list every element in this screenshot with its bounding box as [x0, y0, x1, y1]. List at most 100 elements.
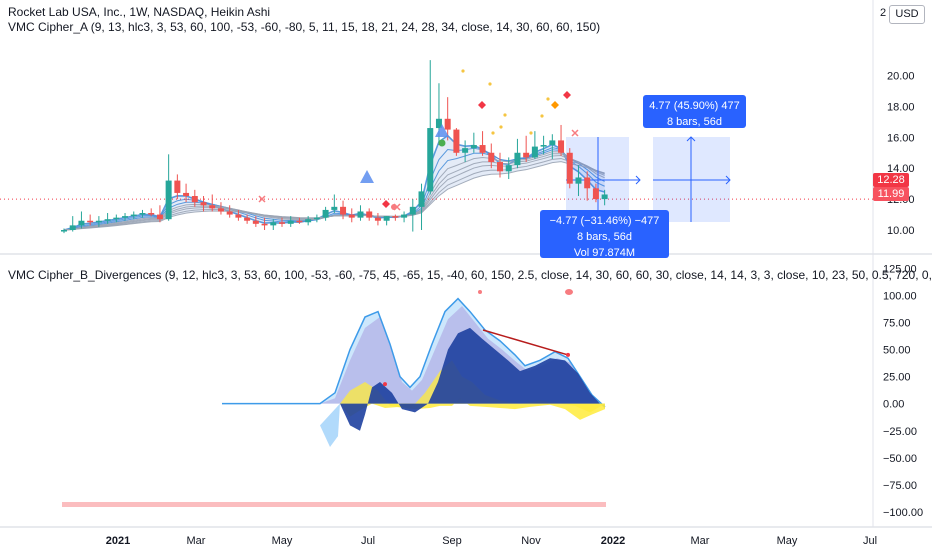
- measure-down-line2: 8 bars, 56d: [576, 231, 633, 243]
- sell-diamond-marker: [563, 91, 571, 99]
- candle-body: [165, 180, 172, 220]
- candle-body: [270, 222, 277, 226]
- bearish-divergence-line: [482, 329, 569, 356]
- osc-tick-label: −25.00: [883, 426, 917, 438]
- cipher-a-legend[interactable]: VMC Cipher_A (9, 13, hlc3, 3, 53, 60, 10…: [8, 20, 601, 34]
- candle-body: [575, 177, 582, 184]
- wave-dark-area: [340, 327, 600, 431]
- measure-up-arrow-h: [725, 175, 731, 185]
- candle-body: [209, 205, 216, 209]
- candle-body: [383, 216, 390, 221]
- symbol-legend[interactable]: Rocket Lab USA, Inc., 1W, NASDAQ, Heikin…: [8, 5, 271, 19]
- price-tick-label: 10.00: [887, 225, 915, 237]
- price-tick-label: 20.00: [887, 71, 915, 83]
- candle-body: [322, 209, 329, 218]
- price-tick-clipped: 2: [880, 7, 887, 19]
- time-axis: 2021 Mar May Jul Sep Nov 2022 Mar May Jul: [106, 535, 877, 547]
- osc-tick-label: 25.00: [883, 372, 911, 384]
- candle-body: [427, 128, 434, 192]
- candle-body: [95, 220, 102, 223]
- time-tick-label: 2022: [601, 535, 625, 547]
- currency-button[interactable]: USD: [889, 5, 925, 24]
- candle-body: [78, 220, 85, 226]
- oscillator-pane: [62, 289, 606, 507]
- wave-trend-line: [222, 297, 606, 408]
- candle-body: [540, 145, 547, 147]
- candle-body: [340, 206, 347, 215]
- candle-body: [401, 214, 408, 218]
- candle-body: [244, 217, 251, 221]
- ribbon-line: [63, 161, 605, 231]
- measure-down-tooltip: −4.77 (−31.46%) −477 8 bars, 56d Vol 97.…: [540, 210, 669, 259]
- candle-body: [226, 211, 233, 215]
- candle-body: [531, 146, 538, 158]
- osc-tick-label: 75.00: [883, 317, 911, 329]
- time-tick-label: Sep: [442, 535, 462, 547]
- small-dot-marker: [503, 113, 507, 117]
- candle-body: [191, 196, 198, 203]
- osc-sell-dot: [478, 290, 482, 294]
- price-tick-label: 16.00: [887, 132, 915, 144]
- small-dot-marker: [529, 131, 533, 135]
- candle-body: [296, 220, 303, 223]
- osc-tick-label: 100.00: [883, 290, 917, 302]
- time-tick-label: Nov: [521, 535, 541, 547]
- candle-body: [69, 225, 76, 231]
- osc-divergence-dot: [383, 382, 387, 387]
- sell-diamond-marker: [478, 101, 486, 109]
- osc-tick-label: −75.00: [883, 480, 917, 492]
- candle-body: [217, 208, 224, 212]
- osc-tick-label: 125.00: [883, 263, 917, 275]
- osc-tick-label: −100.00: [883, 507, 923, 519]
- measure-down-line3: Vol 97.874M: [573, 247, 636, 259]
- osc-tick-label: 0.00: [883, 399, 904, 411]
- time-tick-label: May: [272, 535, 293, 547]
- candle-body: [549, 140, 556, 146]
- candle-body: [418, 191, 425, 207]
- candle-body: [313, 217, 320, 220]
- time-tick-label: 2021: [106, 535, 130, 547]
- green-dot-marker: [438, 139, 446, 147]
- sell-cross-marker: [571, 129, 579, 137]
- candle-body: [505, 165, 512, 172]
- cipher-b-legend[interactable]: VMC Cipher_B_Divergences (9, 12, hlc3, 3…: [8, 268, 932, 282]
- price-tick-label: 18.00: [887, 101, 915, 113]
- small-dot-marker: [461, 69, 465, 73]
- sell-diamond-marker: [551, 101, 559, 109]
- candlestick-series: [61, 60, 608, 234]
- measure-down-arrow: [635, 175, 641, 185]
- candle-body: [584, 177, 591, 189]
- measure-down-line1: −4.77 (−31.46%) −477: [549, 215, 660, 227]
- signal-markers: [258, 69, 579, 211]
- candle-body: [104, 219, 111, 221]
- candle-body: [235, 214, 242, 218]
- candle-body: [558, 140, 565, 153]
- candle-body: [287, 220, 294, 224]
- candle-body: [444, 118, 451, 130]
- osc-tick-label: 50.00: [883, 345, 911, 357]
- time-tick-label: Jul: [361, 535, 375, 547]
- candle-body: [523, 152, 530, 158]
- measure-up-line1: 4.77 (45.90%) 477: [649, 100, 740, 112]
- buy-triangle-marker: [435, 124, 449, 137]
- last-price-label: 12.28: [873, 173, 909, 187]
- time-tick-label: Jul: [863, 535, 877, 547]
- candle-body: [488, 152, 495, 163]
- candle-body: [87, 220, 94, 223]
- oversold-band: [62, 502, 606, 507]
- buy-triangle-marker: [360, 170, 374, 183]
- candle-body: [252, 220, 259, 224]
- candle-body: [497, 162, 503, 172]
- candle-body: [261, 223, 268, 226]
- candle-body: [148, 213, 155, 215]
- candle-body: [357, 211, 364, 218]
- osc-tick-label: −50.00: [883, 453, 917, 465]
- candle-body: [392, 216, 399, 218]
- candle-body: [453, 129, 460, 153]
- candle-body: [139, 213, 146, 215]
- osc-sell-dot: [565, 289, 573, 295]
- candle-body: [130, 214, 137, 217]
- candle-body: [174, 180, 181, 193]
